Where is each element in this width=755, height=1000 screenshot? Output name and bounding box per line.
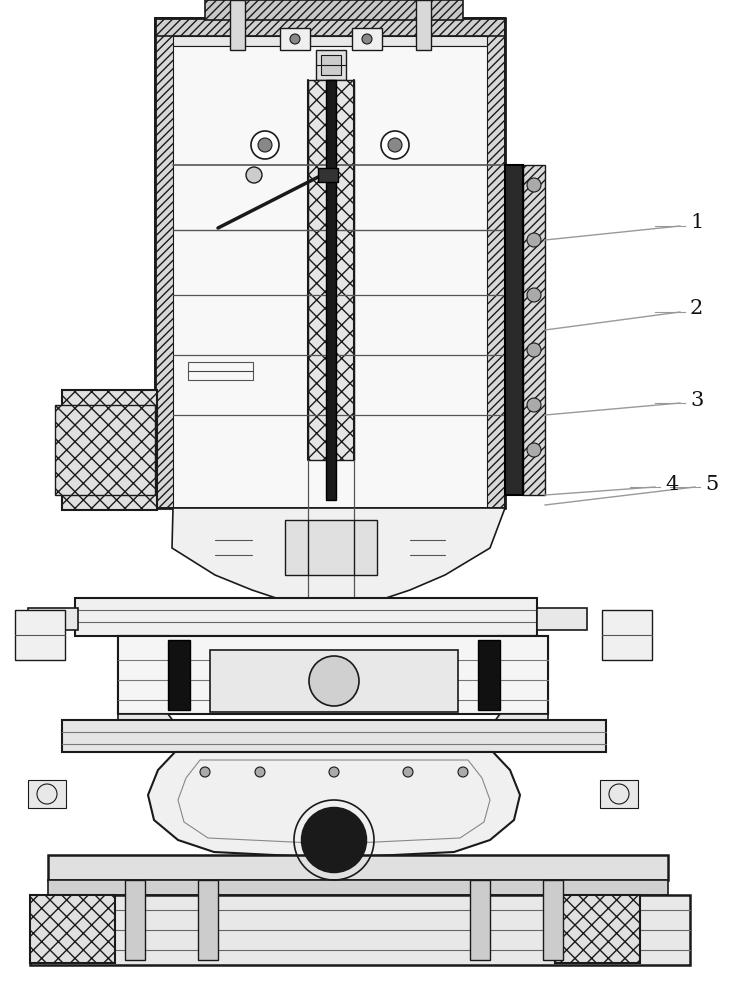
- Bar: [155, 18, 175, 508]
- Text: 2: 2: [690, 298, 703, 318]
- Bar: [321, 55, 341, 75]
- Polygon shape: [148, 752, 520, 858]
- Bar: [62, 720, 606, 752]
- Bar: [118, 636, 548, 714]
- Bar: [555, 895, 640, 963]
- Circle shape: [527, 233, 541, 247]
- Circle shape: [458, 767, 468, 777]
- Bar: [230, 0, 245, 50]
- Bar: [48, 855, 668, 880]
- Bar: [55, 405, 155, 495]
- Bar: [470, 880, 490, 960]
- Bar: [125, 880, 145, 960]
- Bar: [30, 895, 690, 965]
- Circle shape: [362, 34, 372, 44]
- Circle shape: [527, 343, 541, 357]
- Bar: [523, 165, 545, 495]
- Bar: [210, 650, 458, 712]
- Bar: [168, 640, 190, 710]
- Bar: [30, 895, 115, 963]
- Text: 5: 5: [705, 475, 718, 493]
- Bar: [155, 18, 505, 36]
- Circle shape: [381, 131, 409, 159]
- Bar: [308, 80, 354, 460]
- Bar: [280, 28, 310, 50]
- Circle shape: [527, 398, 541, 412]
- Circle shape: [302, 808, 366, 872]
- Circle shape: [251, 131, 279, 159]
- Text: 3: 3: [690, 390, 704, 410]
- Text: 1: 1: [690, 213, 704, 232]
- Bar: [318, 168, 338, 182]
- Circle shape: [527, 178, 541, 192]
- Bar: [285, 520, 377, 575]
- Circle shape: [258, 138, 272, 152]
- Bar: [416, 0, 431, 50]
- Circle shape: [329, 767, 339, 777]
- Bar: [316, 50, 346, 80]
- Circle shape: [309, 656, 359, 706]
- Bar: [118, 636, 168, 714]
- Bar: [28, 608, 78, 630]
- Bar: [173, 46, 487, 508]
- Circle shape: [290, 34, 300, 44]
- Text: 4: 4: [665, 475, 678, 493]
- Bar: [602, 610, 652, 660]
- Bar: [48, 880, 668, 895]
- Bar: [478, 640, 500, 710]
- Bar: [326, 80, 336, 500]
- Circle shape: [246, 167, 262, 183]
- Bar: [62, 390, 157, 510]
- Bar: [15, 610, 65, 660]
- Bar: [600, 780, 638, 808]
- Bar: [75, 598, 537, 636]
- Circle shape: [200, 767, 210, 777]
- Circle shape: [527, 288, 541, 302]
- Bar: [537, 608, 587, 630]
- Bar: [505, 165, 523, 495]
- Bar: [28, 780, 66, 808]
- Polygon shape: [118, 714, 548, 768]
- Circle shape: [403, 767, 413, 777]
- Bar: [352, 28, 382, 50]
- Circle shape: [388, 138, 402, 152]
- Bar: [205, 0, 463, 20]
- Circle shape: [255, 767, 265, 777]
- Polygon shape: [172, 508, 505, 605]
- Bar: [198, 880, 218, 960]
- Bar: [485, 18, 505, 508]
- Bar: [543, 880, 563, 960]
- Circle shape: [527, 443, 541, 457]
- Bar: [173, 36, 487, 46]
- Bar: [188, 362, 253, 380]
- Bar: [498, 636, 548, 714]
